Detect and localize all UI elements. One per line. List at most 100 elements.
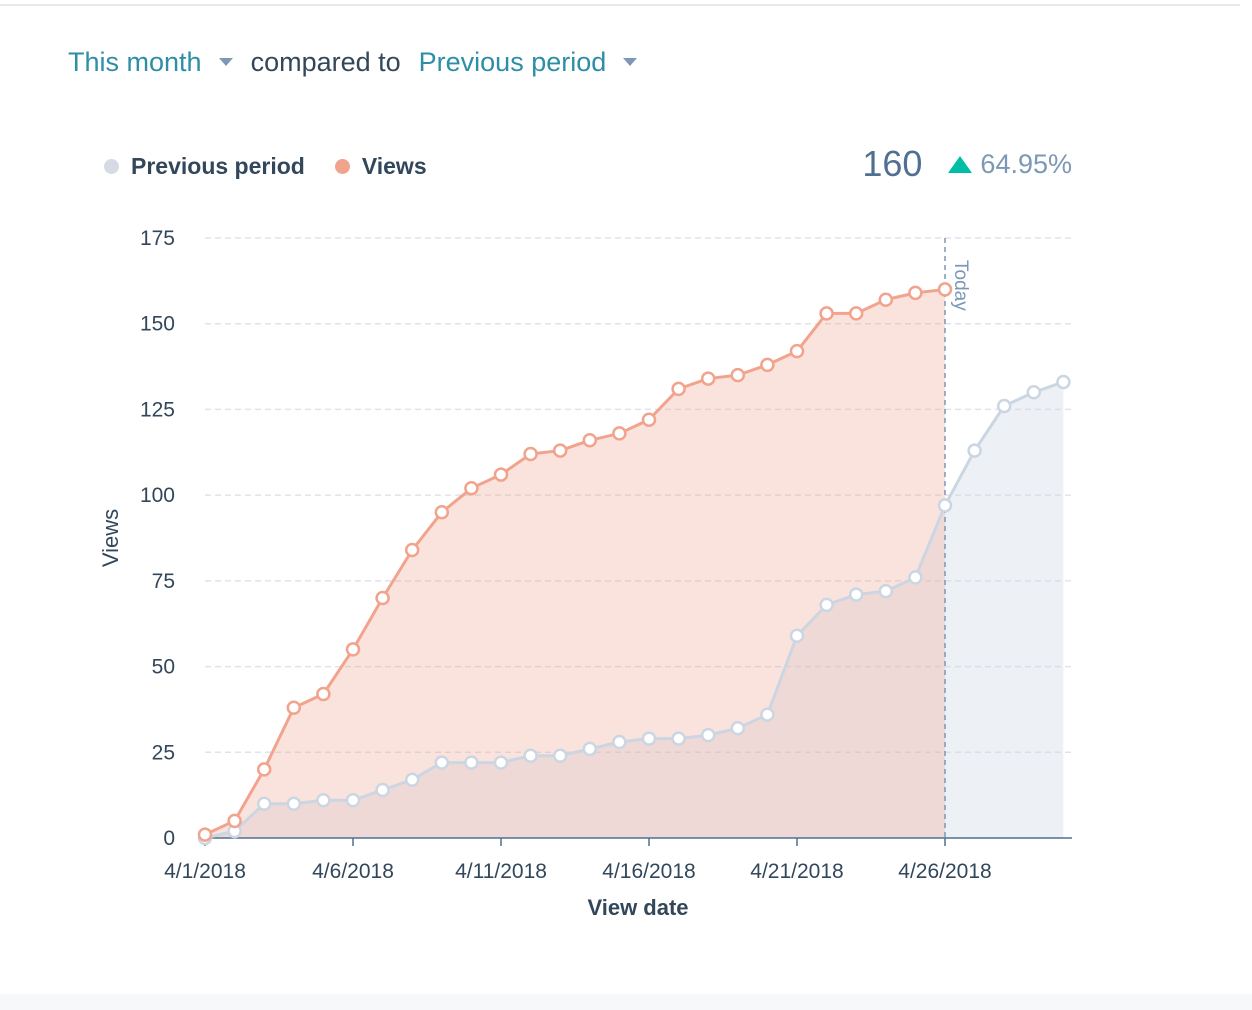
date-range-dropdown[interactable]: This month: [68, 47, 233, 78]
previous-period-point[interactable]: [612, 734, 627, 750]
previous-period-point[interactable]: [1056, 374, 1071, 390]
y-tick-label: 175: [140, 227, 175, 250]
series-points: [197, 282, 1071, 846]
views-line: [204, 287, 946, 836]
previous-period-point[interactable]: [523, 748, 538, 763]
y-tick-label: 150: [140, 313, 175, 336]
views-point[interactable]: [700, 371, 716, 386]
views-point[interactable]: [345, 642, 361, 657]
previous-period-point[interactable]: [760, 707, 775, 722]
views-point[interactable]: [671, 381, 686, 397]
views-point[interactable]: [464, 481, 479, 496]
legend-label: Views: [361, 152, 427, 179]
views-point[interactable]: [227, 813, 242, 829]
x-tick-label: 4/1/2018: [164, 860, 246, 883]
summary-value: 160: [862, 143, 923, 184]
views-point[interactable]: [789, 343, 805, 359]
views-point[interactable]: [819, 306, 834, 321]
views-point[interactable]: [523, 446, 538, 462]
previous-period-point[interactable]: [493, 755, 509, 770]
previous-period-point[interactable]: [375, 782, 390, 798]
views-point[interactable]: [937, 282, 953, 297]
previous-period-point[interactable]: [937, 498, 953, 513]
x-tick-label: 4/26/2018: [898, 860, 991, 883]
x-axis-title: View date: [587, 895, 688, 920]
y-tick-label: 50: [152, 656, 175, 679]
x-tick-label: 4/11/2018: [455, 860, 547, 883]
previous-period-point[interactable]: [878, 583, 894, 599]
y-tick-label: 100: [140, 484, 175, 507]
previous-period-point[interactable]: [286, 796, 302, 811]
views-point[interactable]: [375, 590, 390, 606]
views-point[interactable]: [404, 542, 420, 558]
legend-dot-icon: [104, 158, 119, 174]
previous-period-point[interactable]: [700, 727, 716, 743]
axis-labels: 0 25 50 75 100 125 150 175 4/1/2018 4/6/2018 4/11/…: [98, 227, 992, 920]
trend-up-icon: [948, 155, 973, 173]
views-point[interactable]: [730, 367, 746, 383]
views-point[interactable]: [641, 412, 657, 427]
previous-period-point[interactable]: [464, 755, 479, 770]
x-tick-label: 4/16/2018: [602, 860, 695, 883]
chevron-down-icon: [623, 58, 638, 66]
compared-to-text: compared to: [250, 46, 401, 77]
views-point[interactable]: [434, 505, 450, 520]
views-area: [205, 289, 945, 838]
x-tick-label: 4/6/2018: [312, 860, 394, 883]
views-point[interactable]: [908, 285, 923, 301]
previous-period-point[interactable]: [730, 721, 746, 736]
legend-label: Previous period: [131, 152, 305, 179]
date-range-label: This month: [68, 46, 202, 77]
footer-band: [0, 994, 1252, 1010]
y-tick-label: 125: [140, 398, 175, 421]
top-divider: [0, 4, 1240, 6]
views-point[interactable]: [493, 467, 509, 482]
views-point[interactable]: [878, 292, 894, 307]
previous-period-point[interactable]: [789, 628, 805, 643]
comparison-dropdown[interactable]: Previous period: [419, 47, 638, 78]
previous-period-point[interactable]: [434, 755, 450, 770]
grid-lines: [205, 237, 1072, 754]
previous-period-point[interactable]: [316, 793, 331, 808]
views-point[interactable]: [286, 700, 302, 715]
today-marker-label: Today: [950, 260, 971, 311]
views-point[interactable]: [760, 357, 775, 373]
previous-period-point[interactable]: [908, 570, 923, 585]
y-axis-title: Views: [98, 509, 123, 567]
previous-period-point[interactable]: [552, 748, 568, 763]
views-point[interactable]: [552, 443, 568, 458]
filter-bar: This month compared to Previous period: [68, 42, 638, 82]
summary-change: 64.95%: [980, 148, 1072, 179]
summary-stat: 160 64.95%: [862, 142, 1072, 186]
area-fills: [205, 289, 1064, 838]
previous-period-point[interactable]: [1026, 385, 1042, 400]
previous-period-point[interactable]: [641, 731, 657, 746]
previous-period-point[interactable]: [345, 793, 361, 808]
x-tick-label: 4/21/2018: [750, 860, 843, 883]
views-point[interactable]: [197, 827, 213, 842]
views-point[interactable]: [256, 762, 272, 777]
previous-period-point[interactable]: [404, 772, 420, 787]
legend-item-previous-period[interactable]: Previous period: [104, 153, 305, 180]
chevron-down-icon: [218, 58, 233, 66]
previous-period-point[interactable]: [582, 741, 598, 757]
previous-period-point[interactable]: [671, 731, 686, 746]
views-point[interactable]: [582, 433, 598, 448]
views-point[interactable]: [612, 426, 627, 441]
views-point[interactable]: [848, 306, 864, 321]
views-point[interactable]: [316, 686, 331, 702]
legend-item-views[interactable]: Views: [334, 152, 427, 180]
y-tick-label: 75: [152, 570, 175, 593]
previous-period-point[interactable]: [256, 796, 272, 811]
comparison-label: Previous period: [418, 46, 607, 77]
previous-period-point[interactable]: [848, 587, 864, 602]
y-tick-label: 25: [152, 741, 175, 764]
previous-period-point[interactable]: [819, 597, 834, 613]
previous-period-point[interactable]: [996, 398, 1012, 414]
axes: [204, 238, 1072, 846]
previous-period-area: [205, 382, 1064, 838]
previous-period-point[interactable]: [967, 443, 982, 458]
chart-legend: Previous period Views: [104, 150, 457, 182]
y-tick-label: 0: [163, 827, 175, 850]
